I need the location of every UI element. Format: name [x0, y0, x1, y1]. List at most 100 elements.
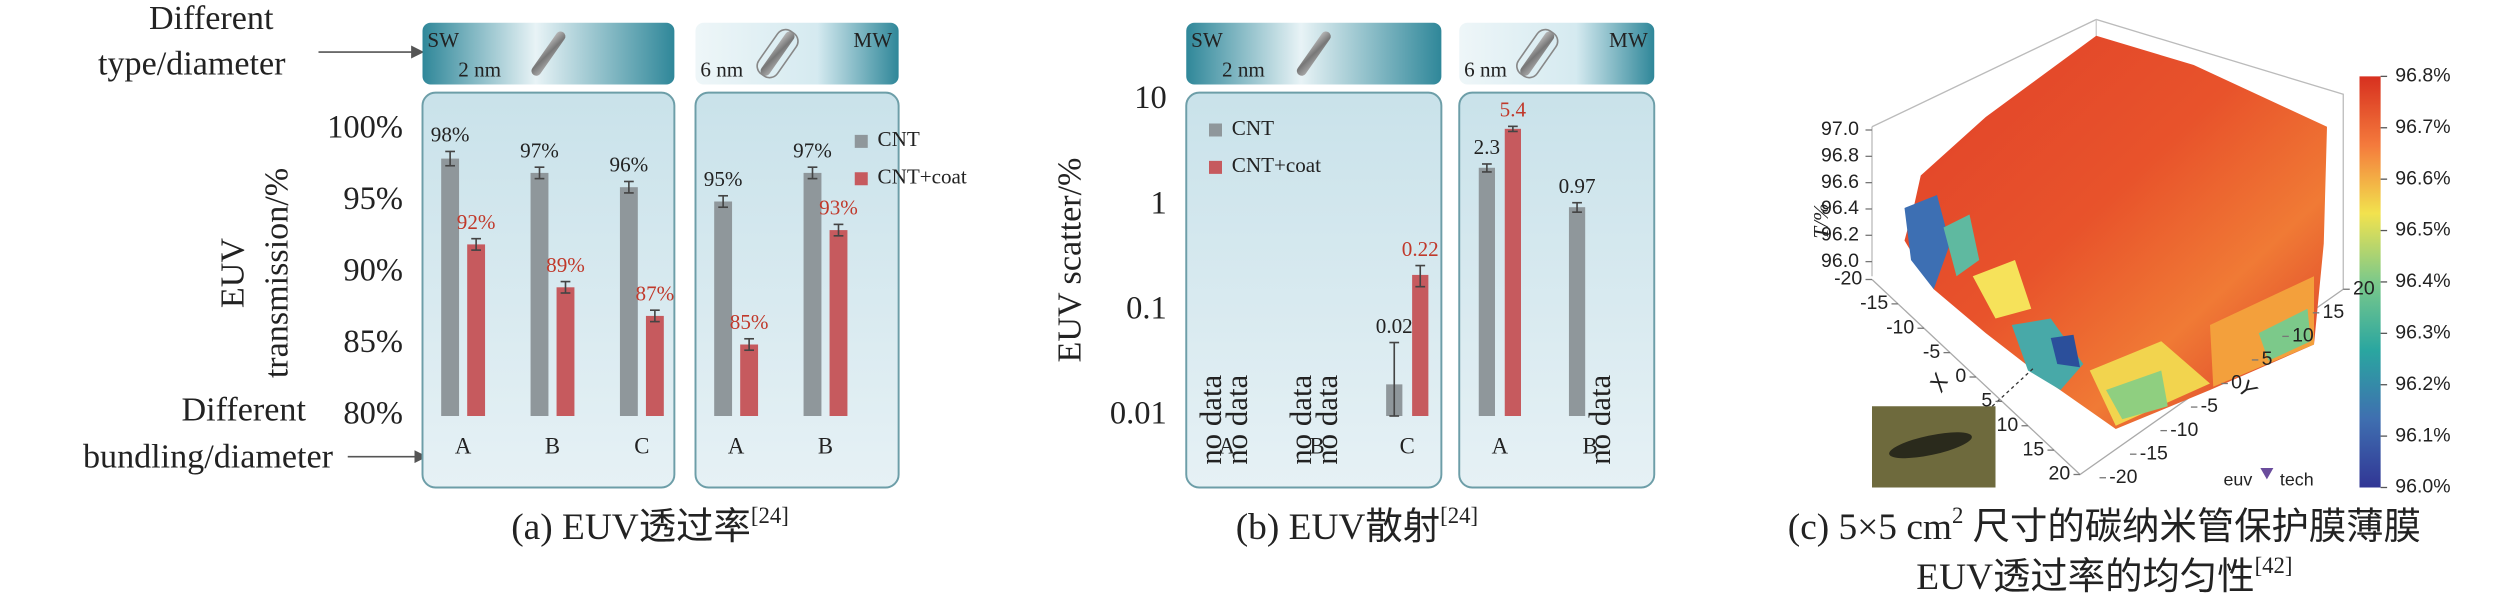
group-diameter: 2 nm [1222, 57, 1265, 81]
no-data-label: no data [1309, 374, 1344, 464]
figure-body: Different type/diameter Different bundli… [83, 0, 2451, 598]
tube [756, 28, 799, 79]
z-tick-label: 96.0 [1821, 250, 1859, 272]
logo-icon [2260, 468, 2274, 480]
tube [1520, 31, 1555, 76]
bar [829, 230, 848, 416]
no-data-label: no data [1283, 374, 1318, 464]
z-tick-label: 97.0 [1821, 118, 1859, 140]
x-tick-label: C [1400, 434, 1415, 459]
legend-label: CNT [878, 127, 920, 151]
y-tick-label: 0.1 [1126, 290, 1167, 326]
bar [714, 201, 733, 416]
x-tick-label: A [1492, 434, 1509, 459]
caption-text: (c) 5×5 cm [1788, 506, 1952, 547]
tube [1516, 28, 1559, 79]
y-tick-label: 5 [2262, 348, 2273, 370]
colorbar-tick-label: 96.0% [2395, 476, 2450, 498]
tube-icon [1516, 28, 1559, 79]
x-tick-label: -10 [1886, 316, 1914, 338]
group-name: SW [427, 28, 459, 52]
group-name: MW [1609, 28, 1648, 52]
colorbar-tick-label: 96.1% [2395, 424, 2450, 446]
colorbar-tick-label: 96.2% [2395, 373, 2450, 395]
z-tick-label: 96.8 [1821, 144, 1859, 166]
tube-icon [531, 31, 566, 76]
caption: (a) EUV透过率[24] [511, 502, 789, 547]
y-tick-label: 1 [1151, 185, 1167, 221]
x-tick-label: B [1582, 434, 1597, 459]
legend-swatch [1209, 123, 1222, 137]
y-tick-label: 0 [2231, 372, 2242, 394]
colorbar-tick-label: 96.7% [2395, 116, 2450, 138]
tube [531, 31, 566, 76]
y-tick-label: 10 [1134, 80, 1167, 116]
group-name: MW [853, 28, 892, 52]
y-tick-label: 15 [2323, 301, 2345, 323]
caption: (b) EUV散射[24] [1236, 502, 1478, 547]
tube-icon [756, 28, 799, 79]
surface-plot [1871, 18, 2344, 488]
x-axis-label: X [1923, 369, 1954, 397]
caption-text: (a) EUV透过率 [511, 505, 751, 547]
tube-icon [1296, 31, 1331, 76]
x-tick-label: C [634, 434, 649, 459]
bar [1478, 167, 1495, 416]
x-tick-label: 15 [2023, 438, 2045, 460]
legend-label: CNT+coat [878, 165, 967, 189]
bar [619, 187, 638, 416]
y-tick-label: 20 [2353, 277, 2375, 299]
caption-superscript: [24] [751, 502, 789, 527]
legend-swatch [854, 134, 868, 148]
bar [740, 344, 759, 416]
value-label: 96% [610, 153, 649, 177]
x-tick-label: A [1219, 434, 1236, 459]
group-diameter: 6 nm [1464, 57, 1507, 81]
x-tick-label: B [545, 434, 560, 459]
x-tick-label: 10 [1997, 414, 2019, 436]
caption-text: (b) EUV散射 [1236, 505, 1440, 547]
bar [530, 172, 549, 416]
legend-label: CNT+coat [1232, 153, 1321, 177]
surface-patch [2106, 370, 2168, 420]
y-tick-label: -5 [2201, 395, 2218, 417]
tube [1296, 31, 1331, 76]
group-name: SW [1191, 28, 1223, 52]
caption: EUV透过率的均匀性[42] [1916, 553, 2292, 598]
watermark: tech [2280, 470, 2314, 490]
value-label: 5.4 [1500, 98, 1527, 122]
value-label: 97% [793, 138, 832, 162]
inset-object [1889, 432, 1972, 459]
y-tick-label: 95% [343, 181, 403, 217]
group-diameter: 2 nm [458, 57, 501, 81]
surface-patch [1972, 260, 2032, 319]
x-tick-label: -5 [1923, 341, 1940, 363]
no-data-label: no data [1582, 374, 1617, 464]
caption-text: EUV透过率的均匀性 [1916, 556, 2254, 598]
watermark: euv [2223, 470, 2252, 490]
bar [645, 315, 664, 416]
annotation: type/diameter [98, 45, 286, 82]
colorbar-tick-label: 96.4% [2395, 270, 2450, 292]
value-label: 0.02 [1376, 314, 1413, 338]
y-axis-label: EUV [214, 238, 251, 308]
legend-swatch [854, 172, 868, 186]
no-data-label: no data [1193, 374, 1228, 464]
caption: (c) 5×5 cm2 尺寸的碳纳米管保护膜薄膜 [1788, 502, 2421, 547]
group-box [1185, 91, 1443, 489]
bar [1504, 128, 1521, 416]
y-tick-label: 0.01 [1110, 395, 1167, 431]
x-tick-label: A [728, 434, 745, 459]
caption-superscript: 2 [1952, 502, 1963, 527]
colorbar-tick-label: 96.3% [2395, 321, 2450, 343]
y-tick-label: 10 [2292, 325, 2314, 347]
legend-swatch [1209, 160, 1222, 174]
y-tick-label: -10 [2170, 419, 2198, 441]
bar [441, 158, 460, 417]
value-label: 85% [730, 310, 769, 334]
caption-superscript: [42] [2255, 553, 2293, 578]
colorbar-tick-label: 96.5% [2395, 219, 2450, 241]
surface-patch [2050, 334, 2080, 368]
value-label: 0.97 [1559, 174, 1596, 198]
z-axis-label: T/% [1809, 203, 1833, 238]
